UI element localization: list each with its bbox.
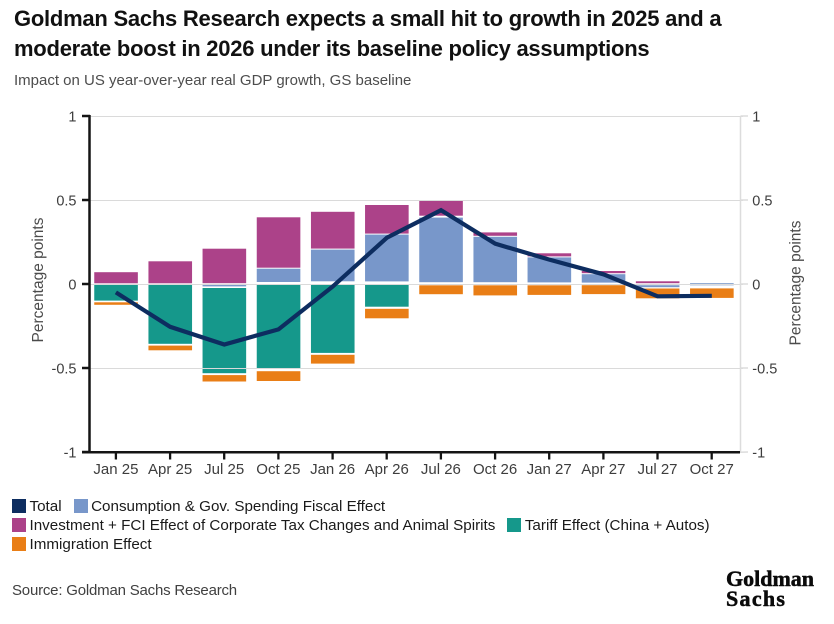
svg-text:-0.5: -0.5 [52, 362, 77, 378]
svg-text:Apr 26: Apr 26 [365, 461, 409, 478]
svg-text:Oct 27: Oct 27 [690, 461, 734, 478]
svg-text:-1: -1 [752, 446, 765, 462]
svg-text:1: 1 [752, 110, 760, 126]
svg-text:Jul 26: Jul 26 [421, 461, 461, 478]
svg-text:Oct 26: Oct 26 [473, 461, 517, 478]
svg-text:1: 1 [68, 110, 76, 126]
svg-text:Jul 27: Jul 27 [637, 461, 677, 478]
svg-text:-0.5: -0.5 [752, 362, 777, 378]
svg-text:Jan 26: Jan 26 [310, 461, 355, 478]
svg-text:0.5: 0.5 [56, 194, 76, 210]
svg-text:-1: -1 [64, 446, 77, 462]
svg-text:0: 0 [752, 278, 760, 294]
svg-text:Jan 25: Jan 25 [93, 461, 138, 478]
svg-text:Apr 25: Apr 25 [148, 461, 192, 478]
svg-text:Oct 25: Oct 25 [256, 461, 300, 478]
svg-text:Percentage points: Percentage points [788, 220, 805, 345]
svg-text:0.5: 0.5 [752, 194, 772, 210]
svg-text:0: 0 [68, 278, 76, 294]
svg-text:Jan 27: Jan 27 [527, 461, 572, 478]
svg-text:Jul 25: Jul 25 [204, 461, 244, 478]
svg-text:Percentage points: Percentage points [30, 217, 47, 342]
svg-text:Apr 27: Apr 27 [581, 461, 625, 478]
